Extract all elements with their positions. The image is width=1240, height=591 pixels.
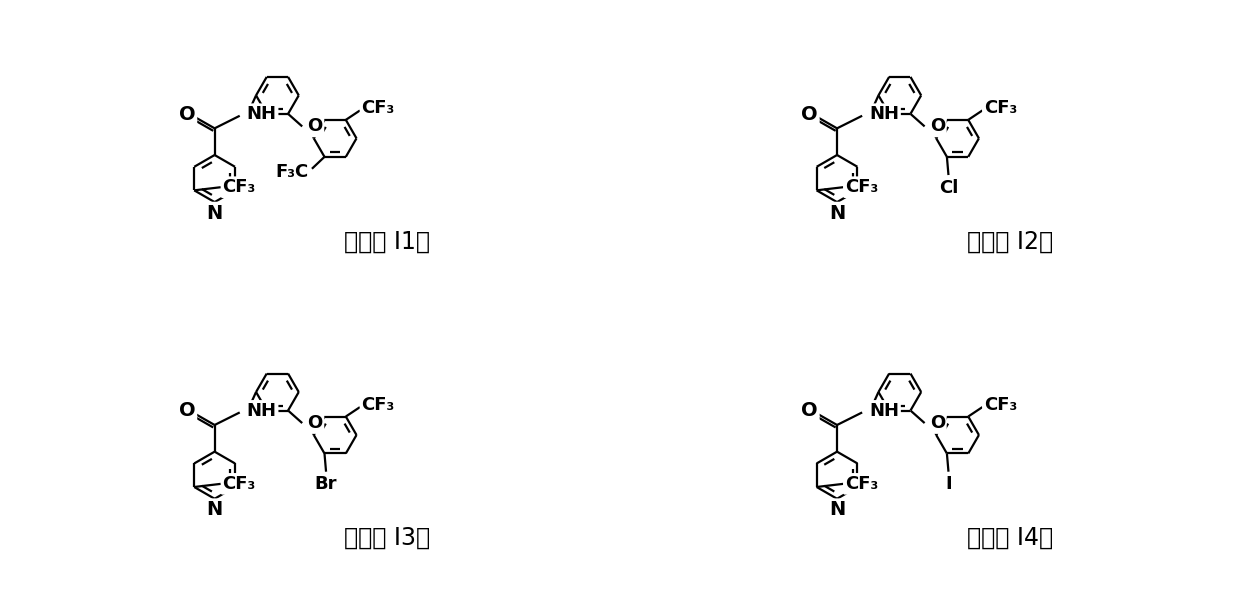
Text: CF₃: CF₃ <box>985 99 1017 117</box>
Text: 化合物 I2；: 化合物 I2； <box>967 229 1053 254</box>
Text: NH: NH <box>247 105 277 123</box>
Text: O: O <box>179 105 196 124</box>
Text: N: N <box>207 501 223 519</box>
Text: Cl: Cl <box>939 179 959 197</box>
Text: N: N <box>828 204 846 223</box>
Text: N: N <box>207 204 223 223</box>
Text: O: O <box>308 414 322 432</box>
Text: O: O <box>801 105 817 124</box>
Text: O: O <box>179 401 196 420</box>
Text: NH: NH <box>247 402 277 420</box>
Text: 化合物 I4。: 化合物 I4。 <box>967 526 1053 550</box>
Text: O: O <box>930 414 945 432</box>
Text: N: N <box>828 501 846 519</box>
Text: NH: NH <box>869 402 899 420</box>
Text: CF₃: CF₃ <box>844 178 878 196</box>
Text: I: I <box>945 476 952 493</box>
Text: O: O <box>801 401 817 420</box>
Text: NH: NH <box>869 105 899 123</box>
Text: O: O <box>308 118 322 135</box>
Text: O: O <box>930 118 945 135</box>
Text: CF₃: CF₃ <box>222 475 255 493</box>
Text: Br: Br <box>315 476 337 493</box>
Text: F₃C: F₃C <box>275 163 309 181</box>
Text: CF₃: CF₃ <box>362 99 394 117</box>
Text: 化合物 I3；: 化合物 I3； <box>345 526 430 550</box>
Text: CF₃: CF₃ <box>222 178 255 196</box>
Text: CF₃: CF₃ <box>844 475 878 493</box>
Text: 化合物 I1；: 化合物 I1； <box>345 229 430 254</box>
Text: CF₃: CF₃ <box>985 395 1017 414</box>
Text: CF₃: CF₃ <box>362 395 394 414</box>
